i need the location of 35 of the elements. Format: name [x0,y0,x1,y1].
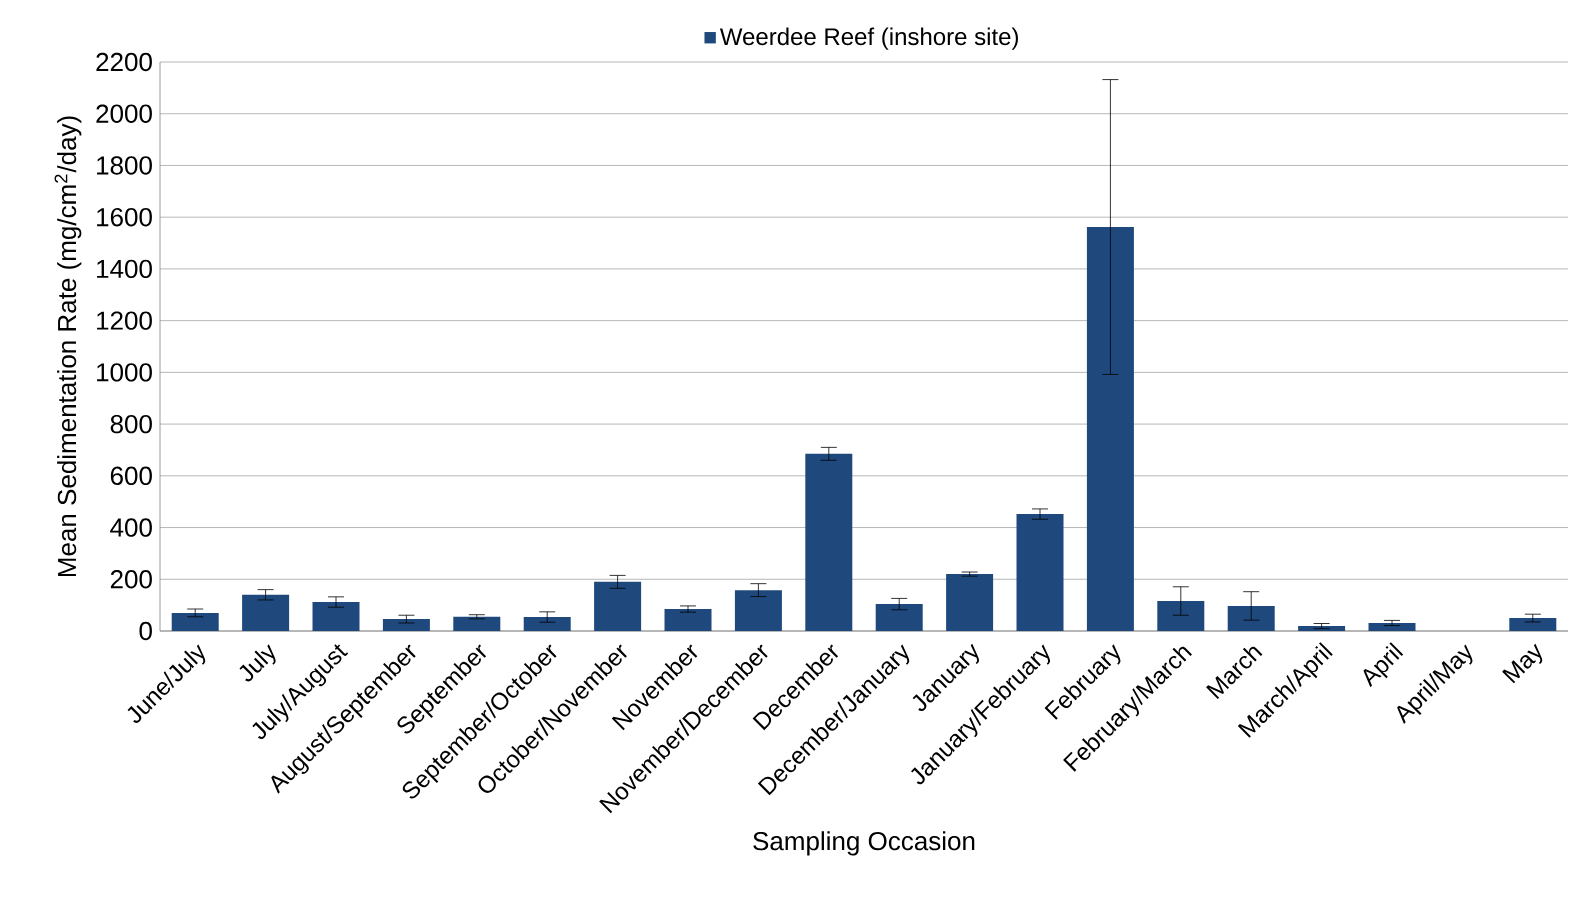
y-tick-label: 1600 [97,207,152,227]
y-tick-label: 1000 [97,363,152,382]
y-tick-label: 1400 [97,259,152,279]
bar [664,609,712,631]
y-tick-label: 2000 [96,104,152,123]
y-axis-title: Mean Sedimentation Rate (mg/cm$^{2}$/day) [54,116,82,577]
bar [1157,601,1205,631]
bar [1368,622,1416,631]
y-tick-label: 600 [110,466,152,486]
y-tick-label: 1800 [97,156,152,175]
bar [171,612,219,631]
bar [523,617,571,631]
x-axis-title: Sampling Occasion [753,831,975,856]
bar [242,594,290,631]
y-tick-label: 0 [139,621,152,641]
bar [1227,605,1275,631]
y-tick-label: 2200 [96,52,152,72]
bar [1016,514,1064,631]
y-tick-label: 200 [110,570,152,589]
bar [1086,227,1134,631]
bar [312,602,360,631]
bar [1298,626,1346,631]
bar [382,619,430,631]
bar [453,616,501,631]
y-tick-label: 1200 [97,311,152,330]
bar [946,574,994,631]
bar [805,453,853,631]
x-tick-label: May [1502,643,1543,684]
y-tick-label: 800 [110,414,152,434]
bar [875,604,923,631]
y-tick-label: 400 [110,518,152,537]
bar [594,581,642,631]
legend-label: Weerdee Reef (inshore site) [719,27,1018,50]
bar [734,590,782,631]
bar [1509,618,1557,631]
